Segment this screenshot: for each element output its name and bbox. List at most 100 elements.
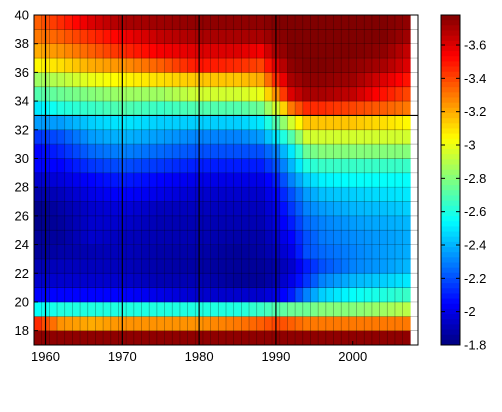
heatmap-cell: [233, 301, 242, 317]
heatmap-cell: [310, 29, 319, 44]
heatmap-cell: [394, 187, 403, 202]
heatmap-cell: [256, 201, 265, 217]
heatmap-cell: [302, 316, 311, 331]
heatmap-cell: [156, 58, 165, 73]
heatmap-cell: [80, 86, 89, 102]
colorbar-tick-label: -2.4: [464, 238, 486, 253]
heatmap-cell: [57, 316, 66, 331]
heatmap-cell: [172, 43, 181, 59]
heatmap-cell: [149, 244, 158, 260]
y-tick-label: 24: [15, 237, 29, 252]
heatmap-cell: [249, 273, 258, 288]
heatmap-cell: [202, 230, 211, 245]
heatmap-cell: [348, 258, 357, 274]
heatmap-cell: [164, 301, 173, 317]
heatmap-cell: [264, 330, 273, 346]
heatmap-cell: [310, 287, 319, 303]
heatmap-cell: [264, 29, 273, 44]
colorbar-segment: [441, 87, 460, 93]
heatmap-cell: [256, 230, 265, 245]
heatmap-cell: [371, 187, 380, 202]
heatmap-cell: [64, 258, 73, 274]
heatmap-cell: [371, 201, 380, 217]
heatmap-cell: [57, 43, 66, 59]
heatmap-cell: [394, 330, 403, 346]
heatmap-cell: [402, 215, 411, 231]
heatmap-cell: [210, 273, 219, 288]
heatmap-cell: [179, 101, 188, 116]
heatmap-cell: [371, 115, 380, 131]
heatmap-cell: [57, 258, 66, 274]
heatmap-cell: [402, 29, 411, 44]
heatmap-cell: [295, 187, 304, 202]
heatmap-cell: [364, 301, 373, 317]
heatmap-cell: [87, 43, 96, 59]
colorbar-segment: [441, 123, 460, 129]
heatmap-cell: [87, 144, 96, 159]
heatmap-cell: [179, 187, 188, 202]
heatmap-cell: [87, 330, 96, 346]
heatmap-cell: [295, 15, 304, 30]
heatmap-cell: [49, 144, 58, 159]
heatmap-cell: [187, 101, 196, 116]
heatmap-cell: [249, 215, 258, 231]
heatmap-cell: [72, 29, 81, 44]
heatmap-cell: [210, 129, 219, 145]
x-tick-label: 2000: [338, 349, 367, 364]
heatmap-cell: [49, 86, 58, 102]
heatmap-cell: [210, 86, 219, 102]
heatmap-cell: [318, 244, 327, 260]
heatmap-cell: [379, 101, 388, 116]
heatmap-cell: [341, 129, 350, 145]
heatmap-cell: [218, 129, 227, 145]
heatmap-cell: [179, 29, 188, 44]
heatmap-cells: [34, 15, 411, 346]
heatmap-cell: [141, 101, 150, 116]
heatmap-cell: [133, 72, 142, 88]
heatmap-cell: [356, 287, 365, 303]
y-tick-label: 26: [15, 208, 29, 223]
heatmap-cell: [72, 301, 81, 317]
heatmap-cell: [156, 144, 165, 159]
colorbar-segment: [441, 185, 460, 191]
heatmap-cell: [348, 43, 357, 59]
heatmap-cell: [241, 115, 250, 131]
heatmap-cell: [295, 258, 304, 274]
heatmap-cell: [394, 258, 403, 274]
heatmap-cell: [241, 101, 250, 116]
heatmap-cell: [341, 316, 350, 331]
heatmap-cell: [325, 316, 334, 331]
heatmap-cell: [241, 215, 250, 231]
heatmap-cell: [356, 101, 365, 116]
heatmap-cell: [110, 43, 119, 59]
heatmap-cell: [318, 72, 327, 88]
heatmap-cell: [187, 201, 196, 217]
heatmap-cell: [249, 258, 258, 274]
heatmap-cell: [233, 101, 242, 116]
heatmap-cell: [179, 144, 188, 159]
heatmap-cell: [325, 258, 334, 274]
heatmap-cell: [179, 158, 188, 174]
heatmap-cell: [87, 101, 96, 116]
heatmap-cell: [87, 129, 96, 145]
heatmap-cell: [333, 101, 342, 116]
heatmap-cell: [141, 172, 150, 188]
heatmap-cell: [402, 287, 411, 303]
heatmap-cell: [80, 258, 89, 274]
heatmap-cell: [103, 58, 112, 73]
heatmap-cell: [356, 316, 365, 331]
heatmap-cell: [126, 101, 135, 116]
heatmap-cell: [371, 244, 380, 260]
heatmap-cell: [371, 158, 380, 174]
heatmap-cell: [133, 215, 142, 231]
heatmap-cell: [126, 86, 135, 102]
heatmap-cell: [310, 330, 319, 346]
heatmap-cell: [364, 101, 373, 116]
heatmap-cell: [57, 115, 66, 131]
heatmap-cell: [57, 273, 66, 288]
y-tick-label: 36: [15, 65, 29, 80]
x-tick-label: 1990: [261, 349, 290, 364]
heatmap-cell: [164, 129, 173, 145]
heatmap-cell: [387, 58, 396, 73]
